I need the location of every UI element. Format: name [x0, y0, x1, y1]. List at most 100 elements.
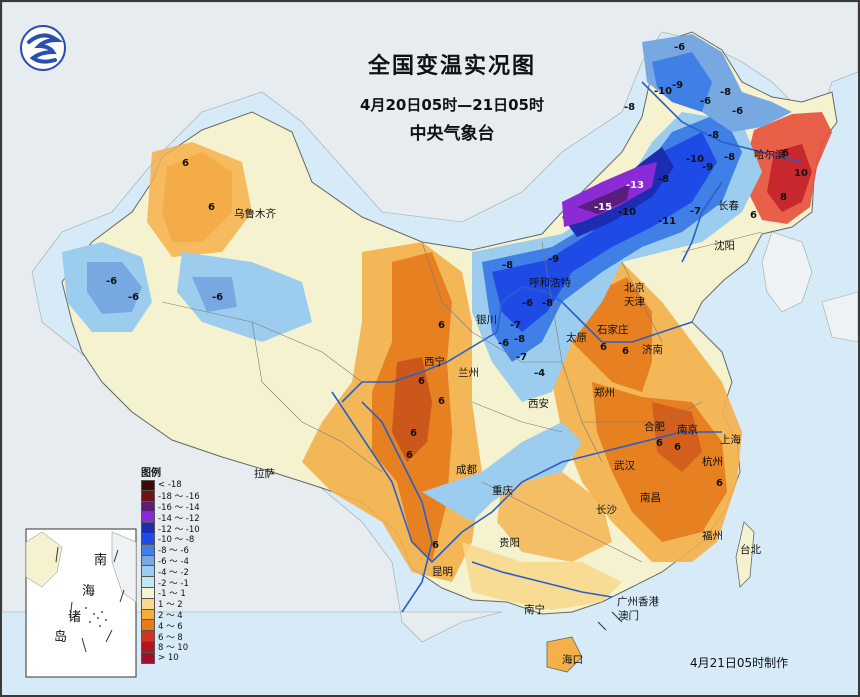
legend-label: -12 ～ -10	[158, 524, 200, 535]
cma-logo	[19, 24, 67, 76]
value-label: 10	[794, 168, 808, 179]
city-label-nanjing: 南京	[677, 424, 698, 436]
city-label-zhengzhou: 郑州	[594, 387, 615, 399]
legend-item: 2 ～ 4	[141, 609, 200, 621]
value-label: 6	[410, 428, 417, 439]
value-label: 6	[656, 438, 663, 449]
value-label: 6	[716, 478, 723, 489]
city-label-hohhot: 呼和浩特	[529, 277, 571, 289]
legend-swatch	[141, 598, 155, 610]
value-label: -11	[658, 216, 677, 227]
city-label-xining: 西宁	[424, 356, 445, 368]
city-label-haikou: 海口	[562, 654, 583, 666]
value-label: 6	[418, 376, 425, 387]
city-label-shanghai: 上海	[720, 434, 741, 446]
value-label: -8	[542, 298, 554, 309]
cold-regions	[62, 34, 792, 522]
city-label-macau: 澳门	[618, 610, 639, 622]
value-label: -7	[516, 352, 528, 363]
value-label: 6	[782, 148, 789, 159]
city-label-taipei: 台北	[740, 544, 761, 556]
legend-label: 4 ～ 6	[158, 621, 183, 632]
value-label: -10	[618, 207, 637, 218]
legend-item: -4 ～ -2	[141, 566, 200, 578]
value-label: -6	[212, 292, 224, 303]
legend-swatch	[141, 641, 155, 653]
value-label: -6	[498, 338, 510, 349]
value-label: -9	[702, 162, 714, 173]
city-label-taiyuan: 太原	[566, 332, 587, 344]
legend-label: -4 ～ -2	[158, 567, 189, 578]
inset-char-3: 诸	[68, 610, 82, 625]
city-label-lanzhou: 兰州	[458, 367, 479, 379]
legend-swatch	[141, 652, 155, 664]
legend-swatch	[141, 512, 155, 524]
hainan-island	[546, 636, 583, 673]
city-label-chongqing: 重庆	[492, 485, 513, 497]
legend-label: -16 ～ -14	[158, 503, 200, 513]
city-label-guangzhou: 广州	[617, 596, 638, 608]
value-label: -8	[720, 87, 732, 98]
legend-label: 2 ～ 4	[158, 610, 183, 621]
value-label: -9	[672, 80, 684, 91]
city-label-chengdu: 成都	[456, 464, 477, 476]
legend-item: < -18	[141, 480, 200, 491]
legend-label: -2 ～ -1	[158, 578, 189, 589]
value-label: 8	[780, 192, 787, 203]
value-label: -6	[700, 96, 712, 107]
legend-item: -16 ～ -14	[141, 501, 200, 513]
legend-swatch	[141, 480, 155, 491]
legend-item: -14 ～ -12	[141, 512, 200, 524]
legend-title: 图例	[141, 468, 161, 479]
value-label: -10	[654, 86, 673, 97]
legend-label: -1 ～ 1	[158, 589, 186, 600]
value-label: 6	[208, 202, 215, 213]
value-label: -6	[674, 42, 686, 53]
legend-label: -18 ～ -16	[158, 492, 200, 503]
legend-swatch	[141, 577, 155, 588]
province-borders	[161, 231, 763, 563]
legend-label: 8 ～ 10	[158, 643, 189, 654]
coast-dashes	[597, 611, 623, 631]
city-label-xian: 西安	[528, 398, 549, 410]
legend-swatch	[141, 490, 155, 502]
value-label: -4	[534, 368, 546, 379]
city-label-yinchuan: 银川	[476, 314, 497, 326]
footer-note: 4月21日05时制作	[690, 656, 789, 670]
legend-item: 1 ～ 2	[141, 598, 200, 610]
legend-item: 4 ～ 6	[141, 620, 200, 632]
legend-swatch	[141, 533, 155, 545]
city-label-harbin: 哈尔滨	[754, 149, 786, 161]
map-period: 4月20日05时—21日05时	[360, 96, 544, 114]
city-label-guiyang: 贵阳	[499, 537, 520, 549]
value-label: 6	[674, 442, 681, 453]
legend-item: -6 ～ -4	[141, 555, 200, 567]
value-label: 6	[406, 450, 413, 461]
city-label-jinan: 济南	[642, 344, 663, 356]
city-label-fuzhou: 福州	[702, 530, 723, 542]
legend-swatch	[141, 544, 155, 556]
legend-item: -8 ～ -6	[141, 544, 200, 556]
legend-item: 6 ～ 8	[141, 631, 200, 643]
legend-item: -18 ～ -16	[141, 490, 200, 503]
value-label: -6	[522, 298, 534, 309]
value-label: -13	[626, 180, 645, 191]
value-label: -15	[594, 202, 613, 213]
legend-label: < -18	[158, 480, 182, 491]
city-label-nanning: 南宁	[524, 604, 545, 616]
city-label-wuhan: 武汉	[614, 460, 635, 472]
value-label: -6	[732, 106, 744, 117]
value-label: -8	[724, 152, 736, 163]
inset-char-4: 岛	[54, 630, 68, 645]
value-label: 6	[750, 210, 757, 221]
legend-label: -10 ～ -8	[158, 535, 195, 546]
value-label: -8	[514, 334, 526, 345]
city-label-beijing: 北京	[624, 282, 645, 294]
inset-char-1: 南	[94, 553, 108, 568]
value-label: -8	[624, 102, 636, 113]
legend-item: -2 ～ -1	[141, 577, 200, 589]
legend-label: -14 ～ -12	[158, 513, 200, 524]
legend-label: -6 ～ -4	[158, 556, 189, 567]
